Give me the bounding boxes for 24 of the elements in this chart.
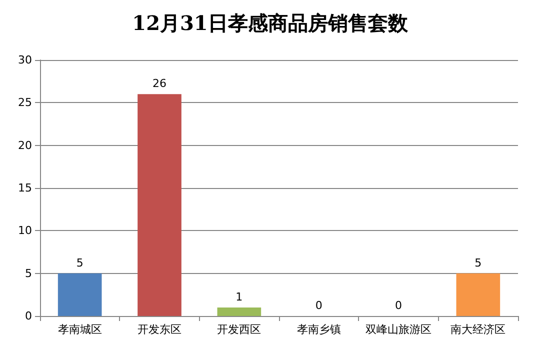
y-tick-label: 25 bbox=[18, 96, 32, 110]
x-tick-label: 开发东区 bbox=[138, 323, 182, 336]
data-label: 5 bbox=[474, 256, 482, 270]
bar bbox=[456, 273, 500, 316]
y-tick-label: 0 bbox=[25, 310, 32, 322]
y-tick-label: 30 bbox=[18, 54, 32, 66]
x-tick-label: 孝南乡镇 bbox=[296, 323, 341, 336]
y-tick-label: 20 bbox=[18, 138, 32, 152]
data-label: 0 bbox=[395, 299, 402, 312]
data-label: 1 bbox=[236, 290, 243, 304]
y-tick-label: 5 bbox=[25, 266, 32, 280]
y-tick-label: 10 bbox=[18, 224, 32, 238]
y-tick-label: 15 bbox=[18, 182, 32, 194]
x-tick-label: 南大经济区 bbox=[450, 323, 506, 336]
data-label: 26 bbox=[152, 77, 166, 90]
data-label: 0 bbox=[315, 299, 322, 312]
x-tick-label: 双峰山旅游区 bbox=[366, 323, 432, 336]
data-label: 5 bbox=[76, 256, 84, 270]
bar bbox=[58, 273, 102, 316]
x-tick-label: 开发西区 bbox=[217, 323, 262, 336]
x-tick-label: 孝南城区 bbox=[58, 323, 102, 336]
bar bbox=[138, 94, 182, 316]
chart-title: 12月31日孝感商品房销售套数 bbox=[132, 11, 409, 35]
bar bbox=[217, 307, 262, 316]
